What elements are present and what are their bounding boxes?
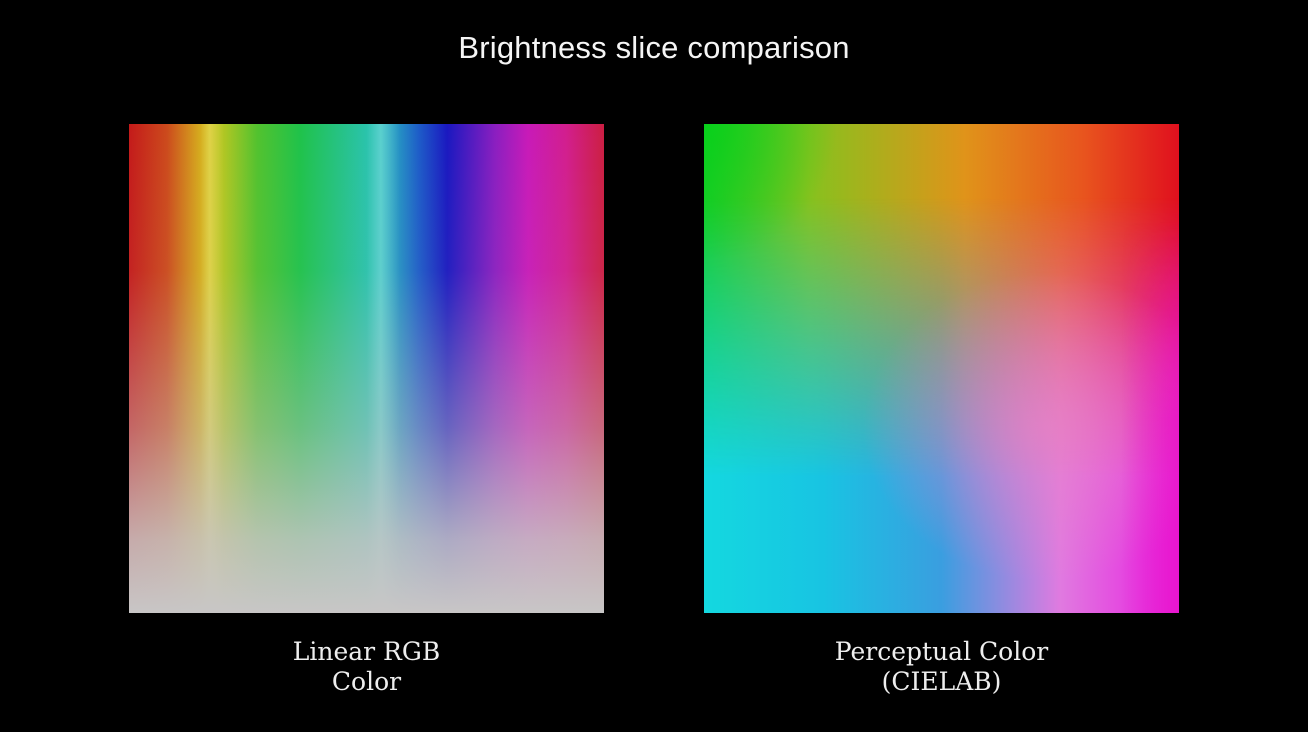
linear-rgb-caption-line1: Linear RGB (292, 637, 441, 666)
cielab-slice-image (704, 124, 1179, 613)
cielab-caption-line2: (CIELAB) (881, 667, 1002, 696)
linear-rgb-slice-image (129, 124, 604, 613)
cielab-caption-line1: Perceptual Color (834, 637, 1049, 666)
linear-rgb-caption-line2: Color (331, 667, 402, 696)
slide-title: Brightness slice comparison (458, 30, 850, 65)
linear-rgb-caption: Linear RGB Color (129, 637, 604, 697)
cielab-caption: Perceptual Color (CIELAB) (704, 637, 1179, 697)
rgb-grey-fade (129, 124, 604, 613)
lab-green-corner (704, 124, 1179, 613)
